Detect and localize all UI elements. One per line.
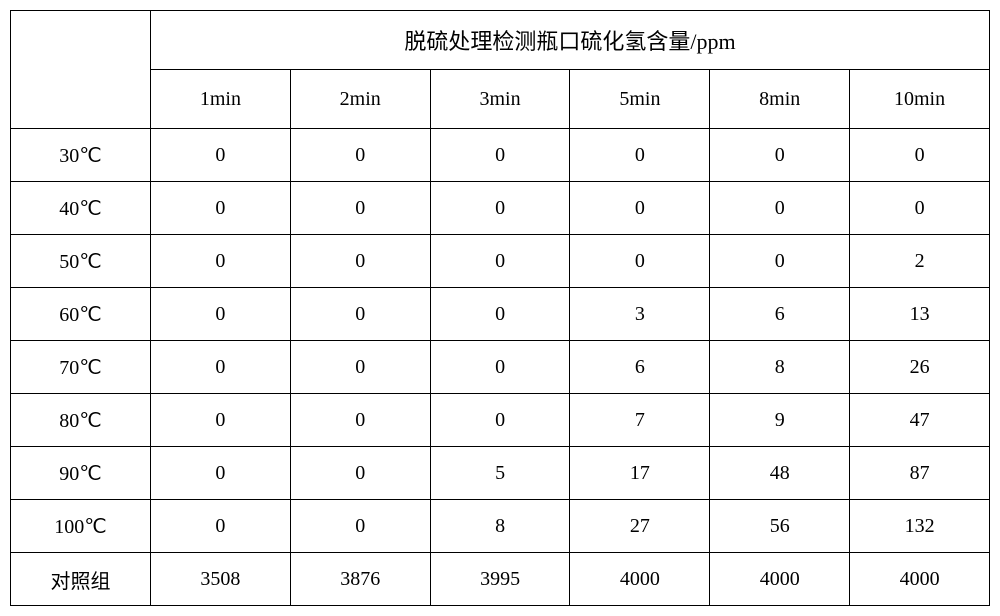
- header-blank-cell: [11, 11, 151, 129]
- table-row: 50℃ 0 0 0 0 0 2: [11, 235, 990, 288]
- cell: 0: [151, 394, 291, 447]
- cell: 0: [290, 182, 430, 235]
- cell: 4000: [570, 553, 710, 606]
- cell: 5: [430, 447, 570, 500]
- cell: 0: [430, 394, 570, 447]
- cell: 48: [710, 447, 850, 500]
- row-label: 80℃: [11, 394, 151, 447]
- header-title: 脱硫处理检测瓶口硫化氢含量/ppm: [151, 11, 990, 70]
- row-label: 60℃: [11, 288, 151, 341]
- cell: 0: [151, 235, 291, 288]
- h2s-content-table: 脱硫处理检测瓶口硫化氢含量/ppm 1min 2min 3min 5min 8m…: [10, 10, 990, 606]
- cell: 27: [570, 500, 710, 553]
- row-label: 50℃: [11, 235, 151, 288]
- table-row: 70℃ 0 0 0 6 8 26: [11, 341, 990, 394]
- cell: 6: [710, 288, 850, 341]
- table-header: 脱硫处理检测瓶口硫化氢含量/ppm 1min 2min 3min 5min 8m…: [11, 11, 990, 129]
- cell: 0: [290, 235, 430, 288]
- cell: 13: [850, 288, 990, 341]
- row-label: 100℃: [11, 500, 151, 553]
- cell: 0: [430, 341, 570, 394]
- cell: 56: [710, 500, 850, 553]
- cell: 0: [290, 288, 430, 341]
- row-label: 90℃: [11, 447, 151, 500]
- cell: 0: [850, 129, 990, 182]
- cell: 0: [710, 235, 850, 288]
- cell: 0: [151, 288, 291, 341]
- time-header-row: 1min 2min 3min 5min 8min 10min: [11, 70, 990, 129]
- cell: 0: [710, 129, 850, 182]
- cell: 0: [290, 341, 430, 394]
- col-header-3min: 3min: [430, 70, 570, 129]
- cell: 0: [151, 129, 291, 182]
- cell: 8: [430, 500, 570, 553]
- table-row: 60℃ 0 0 0 3 6 13: [11, 288, 990, 341]
- table-row: 100℃ 0 0 8 27 56 132: [11, 500, 990, 553]
- cell: 3: [570, 288, 710, 341]
- cell: 0: [850, 182, 990, 235]
- cell: 3508: [151, 553, 291, 606]
- cell: 0: [430, 288, 570, 341]
- cell: 0: [570, 182, 710, 235]
- cell: 47: [850, 394, 990, 447]
- cell: 0: [151, 182, 291, 235]
- cell: 0: [710, 182, 850, 235]
- cell: 8: [710, 341, 850, 394]
- cell: 4000: [710, 553, 850, 606]
- col-header-8min: 8min: [710, 70, 850, 129]
- cell: 0: [290, 447, 430, 500]
- cell: 9: [710, 394, 850, 447]
- cell: 26: [850, 341, 990, 394]
- cell: 0: [290, 129, 430, 182]
- table-body: 30℃ 0 0 0 0 0 0 40℃ 0 0 0 0 0 0 50℃ 0 0 …: [11, 129, 990, 606]
- col-header-10min: 10min: [850, 70, 990, 129]
- row-label: 70℃: [11, 341, 151, 394]
- cell: 0: [151, 447, 291, 500]
- table-row: 对照组 3508 3876 3995 4000 4000 4000: [11, 553, 990, 606]
- cell: 3876: [290, 553, 430, 606]
- table-row: 80℃ 0 0 0 7 9 47: [11, 394, 990, 447]
- cell: 0: [570, 235, 710, 288]
- cell: 0: [570, 129, 710, 182]
- col-header-5min: 5min: [570, 70, 710, 129]
- table-row: 90℃ 0 0 5 17 48 87: [11, 447, 990, 500]
- cell: 0: [290, 394, 430, 447]
- col-header-1min: 1min: [151, 70, 291, 129]
- table-row: 40℃ 0 0 0 0 0 0: [11, 182, 990, 235]
- col-header-2min: 2min: [290, 70, 430, 129]
- cell: 7: [570, 394, 710, 447]
- cell: 0: [430, 129, 570, 182]
- cell: 0: [430, 182, 570, 235]
- cell: 0: [430, 235, 570, 288]
- cell: 4000: [850, 553, 990, 606]
- cell: 87: [850, 447, 990, 500]
- cell: 3995: [430, 553, 570, 606]
- row-label: 对照组: [11, 553, 151, 606]
- cell: 6: [570, 341, 710, 394]
- row-label: 40℃: [11, 182, 151, 235]
- cell: 0: [290, 500, 430, 553]
- row-label: 30℃: [11, 129, 151, 182]
- cell: 132: [850, 500, 990, 553]
- cell: 0: [151, 341, 291, 394]
- cell: 0: [151, 500, 291, 553]
- cell: 2: [850, 235, 990, 288]
- cell: 17: [570, 447, 710, 500]
- table-row: 30℃ 0 0 0 0 0 0: [11, 129, 990, 182]
